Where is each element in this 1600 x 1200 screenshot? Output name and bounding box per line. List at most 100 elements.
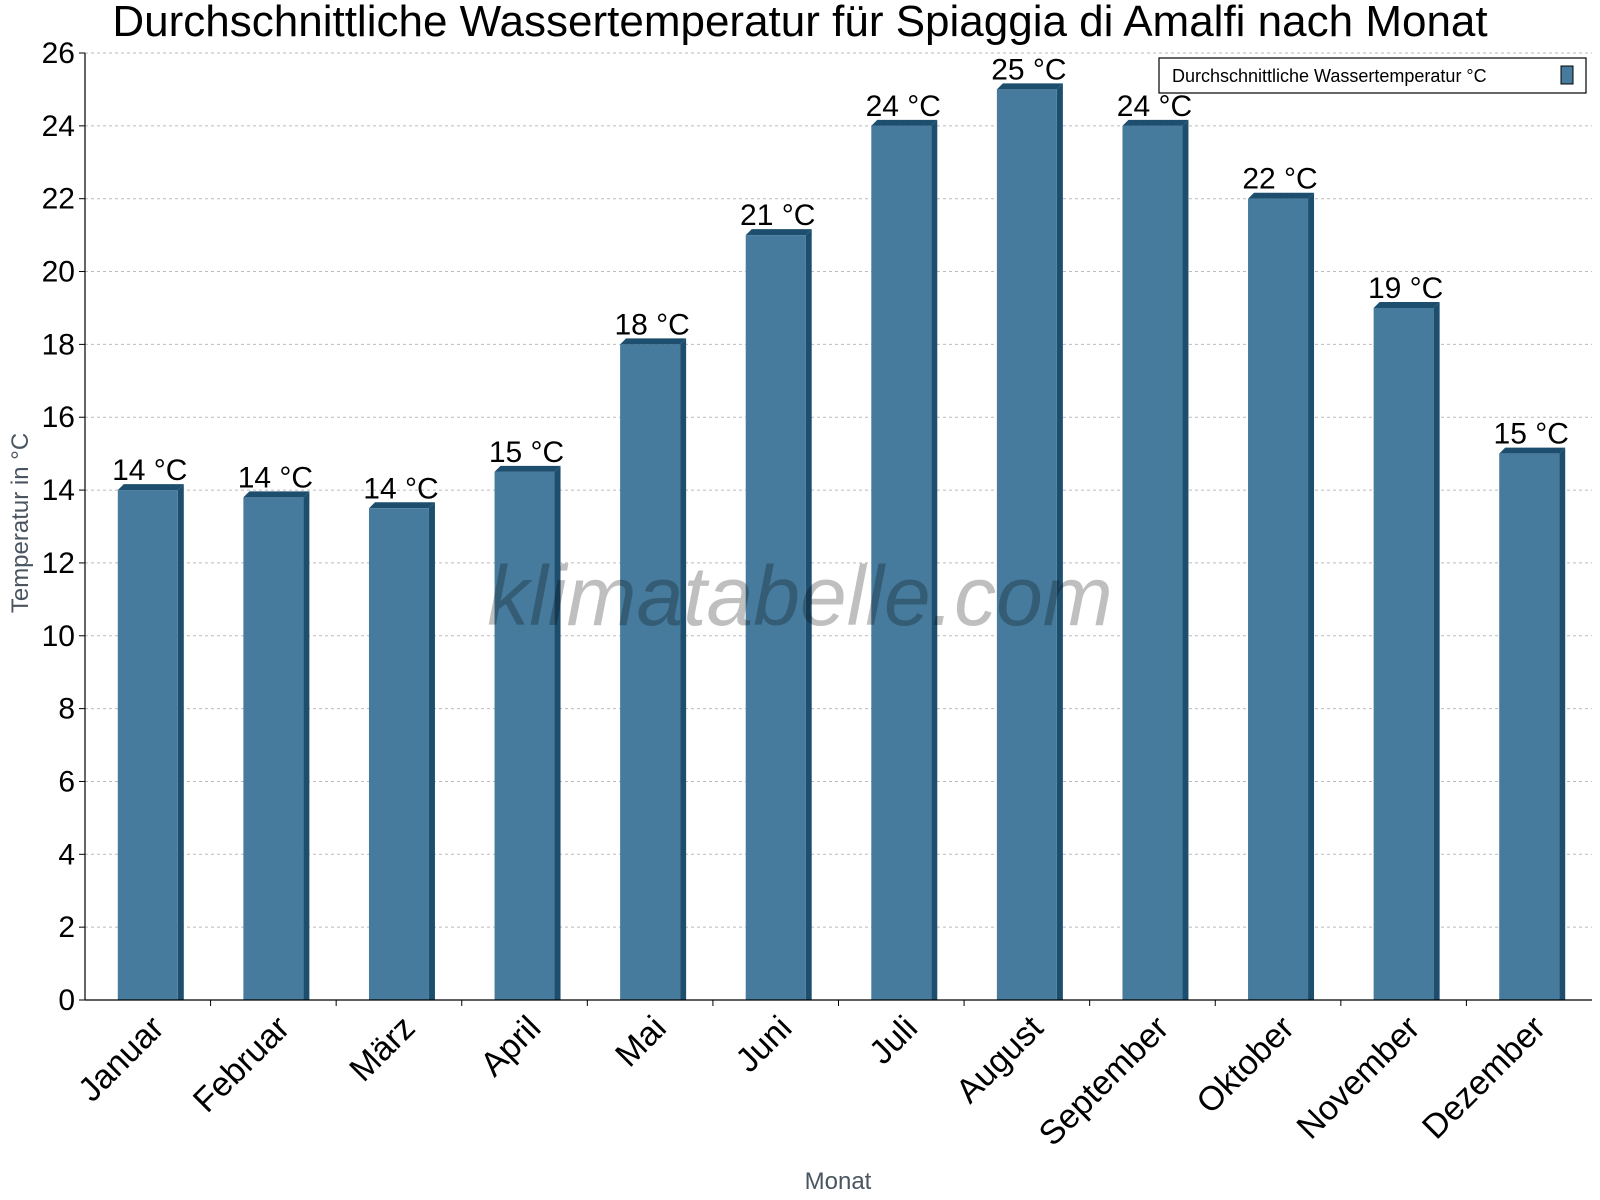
y-tick-label: 22 — [42, 183, 75, 216]
bar-side — [177, 484, 184, 1001]
bar-side — [1559, 447, 1566, 1001]
bar — [1499, 447, 1566, 1001]
y-axis-title: Temperatur in °C — [7, 433, 34, 613]
grid-lines — [85, 52, 1592, 928]
y-tick-label: 26 — [42, 37, 75, 70]
bar-top — [1122, 119, 1189, 126]
y-tick-label: 8 — [58, 693, 75, 726]
bar-front — [1373, 307, 1434, 1000]
bar-top — [745, 229, 812, 236]
bar — [1373, 301, 1440, 1000]
bar-side — [1433, 301, 1440, 1000]
y-tick-label: 12 — [42, 547, 75, 580]
bar-side — [1182, 119, 1189, 1001]
bar-top — [620, 338, 687, 345]
bar-front — [243, 497, 304, 1000]
x-tick-label: Juni — [728, 1009, 799, 1080]
bar-top — [1248, 192, 1315, 199]
data-label: 18 °C — [614, 308, 689, 341]
bar-front — [117, 490, 178, 1000]
x-tick-label: Dezember — [1415, 1009, 1553, 1147]
data-label: 19 °C — [1368, 272, 1443, 305]
bars — [117, 83, 1566, 1001]
bar-side — [680, 338, 687, 1000]
bar — [745, 229, 812, 1001]
bar-side — [554, 465, 561, 1001]
legend: Durchschnittliche Wassertemperatur °C — [1158, 57, 1587, 94]
x-tick-label: November — [1290, 1009, 1428, 1147]
bar-front — [368, 508, 429, 1000]
legend-label: Durchschnittliche Wassertemperatur °C — [1172, 66, 1487, 86]
bar-top — [368, 502, 435, 509]
y-tick-label: 10 — [42, 620, 75, 653]
data-labels: 14 °C 14 °C 14 °C 15 °C 18 °C 21 °C 24 °C 25 °C… — [112, 53, 1569, 505]
bar-side — [1308, 192, 1315, 1000]
y-tick-label: 18 — [42, 328, 75, 361]
bar-top — [1373, 301, 1440, 308]
bar-front — [871, 125, 932, 1001]
bar — [871, 119, 938, 1001]
data-label: 14 °C — [363, 472, 438, 505]
y-tick-label: 4 — [58, 838, 75, 871]
bar-front — [494, 471, 555, 1001]
x-axis-title: Monat — [805, 1168, 872, 1195]
data-label: 15 °C — [1494, 418, 1569, 451]
bar — [243, 491, 310, 1000]
bar-side — [931, 119, 938, 1001]
watermark: klimatabelle.com — [487, 549, 1113, 643]
bar-front — [1122, 125, 1183, 1001]
x-tick-label: Oktober — [1189, 1009, 1301, 1121]
bar-top — [871, 119, 938, 126]
y-tick-label: 6 — [58, 765, 75, 798]
x-tick-label: Januar — [71, 1009, 171, 1109]
y-tick-label: 16 — [42, 401, 75, 434]
bar — [1122, 119, 1189, 1001]
bar — [996, 83, 1063, 1000]
axes — [79, 52, 1592, 1006]
x-tick-label: April — [473, 1009, 548, 1084]
bar-top — [494, 465, 561, 472]
data-label: 14 °C — [238, 461, 313, 494]
bar-top — [996, 83, 1063, 90]
x-tick-label: August — [949, 1008, 1051, 1110]
y-tick-label: 24 — [42, 110, 75, 143]
data-label: 15 °C — [489, 436, 564, 469]
bar-top — [117, 484, 184, 491]
bar — [620, 338, 687, 1000]
y-tick-label: 20 — [42, 256, 75, 289]
x-tick-label: Februar — [186, 1009, 297, 1120]
x-tick-labels: Januar Februar März April Mai Juni Juli AugustS… — [71, 1008, 1553, 1153]
bar-side — [1056, 83, 1063, 1000]
data-label: 14 °C — [112, 454, 187, 487]
bar-top — [1499, 447, 1566, 454]
bar-front — [620, 344, 681, 1000]
bar-top — [243, 491, 310, 498]
data-label: 25 °C — [991, 53, 1066, 86]
data-label: 24 °C — [1117, 90, 1192, 123]
x-tick-label: Mai — [608, 1009, 674, 1075]
data-label: 24 °C — [866, 90, 941, 123]
bar-side — [303, 491, 310, 1000]
x-tick-label: März — [342, 1009, 422, 1089]
bar-front — [745, 235, 806, 1001]
bar — [494, 465, 561, 1001]
chart-title: Durchschnittliche Wassertemperatur für S… — [112, 0, 1487, 46]
bar-front — [1499, 453, 1560, 1001]
data-label: 21 °C — [740, 199, 815, 232]
legend-swatch — [1560, 65, 1574, 85]
bar — [117, 484, 184, 1001]
data-label: 22 °C — [1242, 163, 1317, 196]
x-tick-label: September — [1032, 1009, 1176, 1153]
legend-box — [1158, 57, 1587, 94]
bar-side — [428, 502, 435, 1000]
x-tick-label: Juli — [862, 1009, 925, 1072]
bar-front — [1248, 198, 1309, 1000]
bar-side — [805, 229, 812, 1001]
y-tick-label: 2 — [58, 911, 75, 944]
y-tick-label: 0 — [58, 984, 75, 1017]
bar — [368, 502, 435, 1000]
bar — [1248, 192, 1315, 1000]
y-tick-label: 14 — [42, 474, 75, 507]
